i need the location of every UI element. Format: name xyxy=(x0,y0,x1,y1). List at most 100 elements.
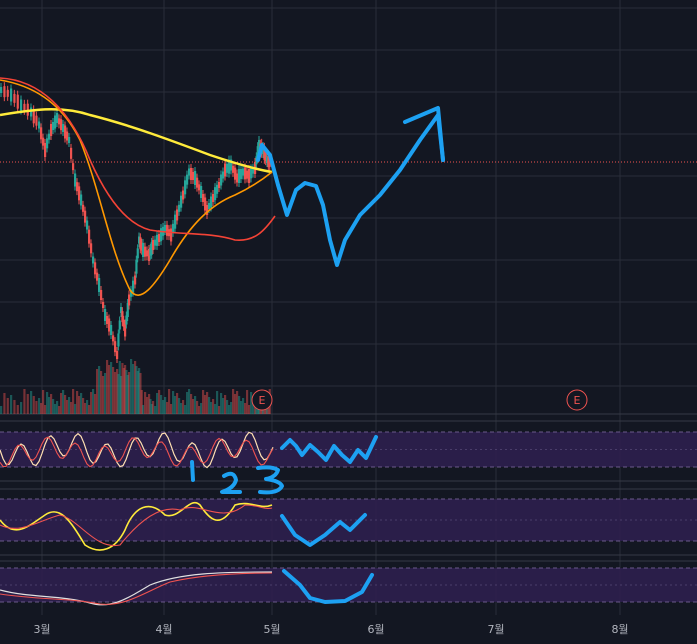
volume-bar xyxy=(102,376,105,414)
candle-body xyxy=(164,225,167,231)
volume-bar xyxy=(94,394,97,414)
volume-bar xyxy=(44,405,47,414)
candle-body xyxy=(74,173,77,187)
volume-bar xyxy=(100,371,103,414)
candle-body xyxy=(121,311,124,323)
candle-body xyxy=(62,124,65,132)
candle-body xyxy=(10,88,13,102)
volume-bar xyxy=(178,398,181,414)
candle-body xyxy=(104,309,107,321)
candle-body xyxy=(118,320,121,330)
candle-body xyxy=(230,159,233,171)
wave-label-1-stroke xyxy=(190,460,195,482)
x-axis-tick-label: 3월 xyxy=(33,623,50,636)
volume-bar xyxy=(234,394,237,414)
candle-body xyxy=(216,184,219,194)
candle-body xyxy=(156,234,159,246)
volume-bar xyxy=(106,360,109,414)
volume-bar xyxy=(204,395,207,414)
volume-bar xyxy=(66,400,69,414)
volume-bar xyxy=(136,371,139,414)
volume-bar xyxy=(10,395,13,414)
candle-body xyxy=(35,115,38,126)
candle-body xyxy=(192,172,195,180)
volume-bar xyxy=(194,396,197,414)
candle-body xyxy=(242,168,245,176)
candle-body xyxy=(102,302,105,308)
candle-body xyxy=(13,93,16,103)
candle-body xyxy=(194,171,197,185)
candle-body xyxy=(170,228,173,242)
earnings-marker[interactable]: E xyxy=(566,389,588,411)
forecast-osc1-scribble xyxy=(280,435,378,464)
volume-bar xyxy=(60,393,63,414)
volume-bar xyxy=(190,394,193,414)
candle-body xyxy=(132,280,135,293)
candle-body xyxy=(202,194,205,202)
candle-body xyxy=(130,289,133,297)
candle-body xyxy=(64,125,67,139)
candle-body xyxy=(88,229,91,244)
volume-bar xyxy=(104,373,107,414)
volume-bar xyxy=(42,390,45,414)
volume-bar xyxy=(125,370,128,414)
candle-body xyxy=(125,315,128,325)
candle-body xyxy=(148,249,151,261)
candle-body xyxy=(206,205,209,215)
volume-bar xyxy=(16,405,19,414)
candle-body xyxy=(86,220,89,230)
osc1-fast-line xyxy=(0,431,274,469)
candle-body xyxy=(208,203,211,209)
candle-body xyxy=(112,335,115,342)
candle-body xyxy=(267,156,270,168)
wave-label-3-stroke xyxy=(256,465,284,495)
volume-bar xyxy=(152,401,155,414)
candle-body xyxy=(117,333,120,347)
volume-bar xyxy=(112,367,115,414)
volume-bar xyxy=(117,374,120,414)
candle-body xyxy=(114,341,117,353)
candle-body xyxy=(66,131,69,141)
candle-body xyxy=(42,137,45,146)
ma-short-line xyxy=(0,79,273,296)
volume-bar xyxy=(64,395,67,414)
candle-body xyxy=(52,122,55,130)
volume-bar xyxy=(170,404,173,414)
candle-body xyxy=(178,204,181,212)
volume-bar xyxy=(20,402,23,414)
earnings-marker-label: E xyxy=(574,394,581,407)
volume-bar xyxy=(196,401,199,414)
volume-bar xyxy=(35,401,38,414)
candle-body xyxy=(3,86,6,98)
osc1-slow-line xyxy=(0,436,274,468)
candle-body xyxy=(184,180,187,195)
volume-bar xyxy=(120,376,123,414)
x-axis-tick-label: 7월 xyxy=(487,623,504,636)
volume-bar xyxy=(74,404,77,414)
candle-body xyxy=(226,163,229,173)
candle-body xyxy=(54,115,57,129)
candle-body xyxy=(150,241,153,255)
candle-body xyxy=(180,195,183,208)
volume-bar xyxy=(168,389,171,414)
volume-bar xyxy=(86,400,89,414)
candle-body xyxy=(128,294,131,306)
candle-body xyxy=(228,159,231,174)
candle-body xyxy=(172,223,175,233)
candle-body xyxy=(100,290,103,300)
osc3-slow-line xyxy=(0,572,273,605)
oscillator-band xyxy=(0,499,697,541)
candle-body xyxy=(16,94,19,109)
volume-bar xyxy=(182,400,185,414)
volume-bar xyxy=(70,402,73,414)
volume-bar xyxy=(88,405,91,414)
oscillator-bands xyxy=(0,431,697,603)
x-axis-tick-label: 4월 xyxy=(155,623,172,636)
earnings-marker[interactable]: E xyxy=(251,389,273,411)
volume-bar xyxy=(220,393,223,414)
candle-body xyxy=(144,246,147,257)
volume-bar xyxy=(148,394,151,414)
ma-long-line xyxy=(0,107,273,174)
